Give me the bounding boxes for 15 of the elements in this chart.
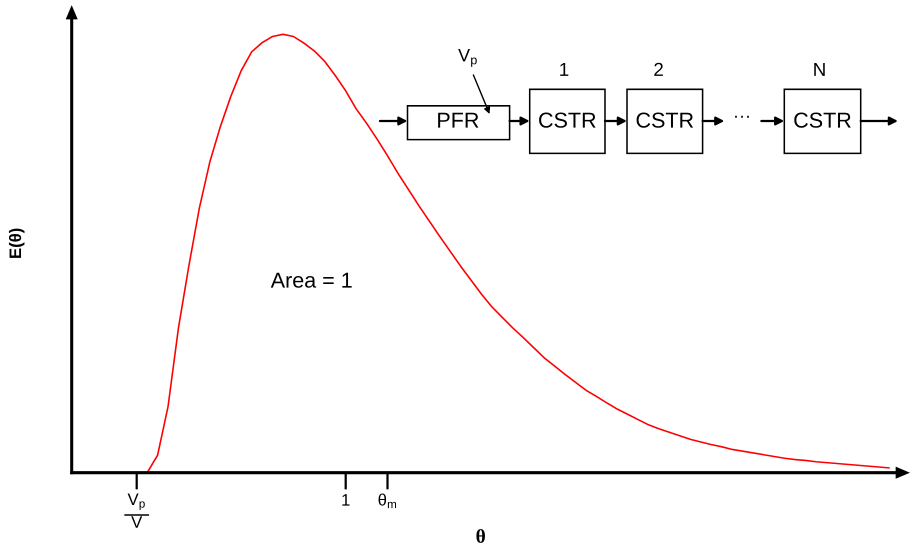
annotation: CSTR xyxy=(794,112,851,128)
x-tick-label: 1 xyxy=(342,494,350,506)
x-tick-label: θ$_{m}$ xyxy=(378,493,396,508)
annotation: 1 xyxy=(560,62,568,76)
annotation: PFR xyxy=(438,112,478,128)
annotation: N xyxy=(814,62,825,76)
annotation: ··· xyxy=(735,116,749,118)
annotation: Area = 1 xyxy=(270,272,352,288)
annotation: V$_{p}$ xyxy=(458,48,477,67)
x-tick-label: V$_{p}$ V xyxy=(128,494,145,528)
x-axis-title: θ xyxy=(476,529,485,543)
annotation: 2 xyxy=(654,62,663,76)
annotation: CSTR xyxy=(636,112,694,128)
annotation: CSTR xyxy=(539,112,596,128)
y-axis-title: E(θ) xyxy=(8,228,24,258)
